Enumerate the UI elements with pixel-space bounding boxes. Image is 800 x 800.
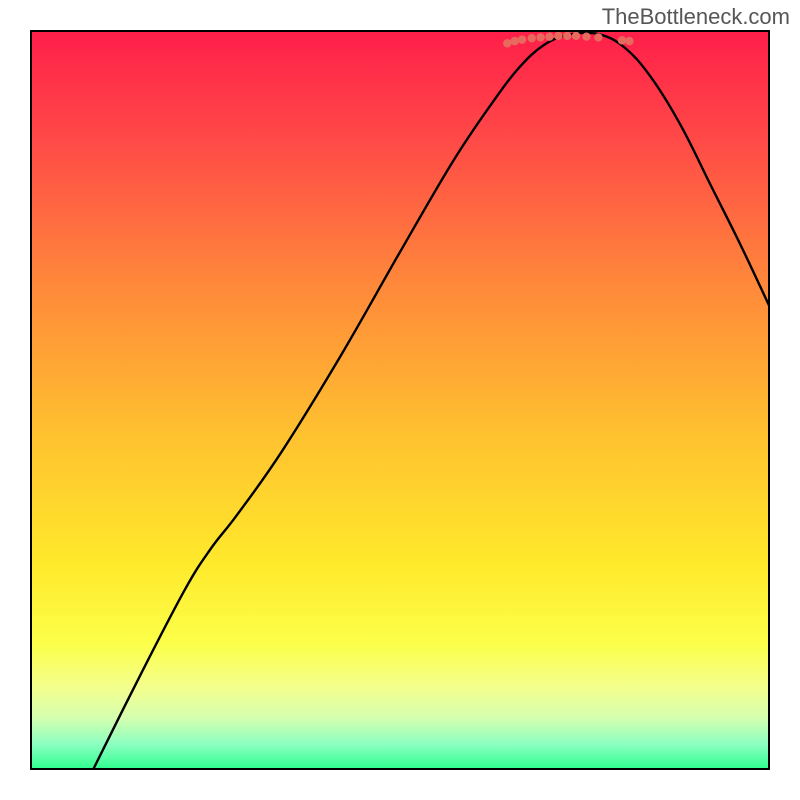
chart bbox=[30, 30, 770, 770]
scatter-point bbox=[582, 32, 590, 40]
attribution-text: TheBottleneck.com bbox=[602, 4, 790, 30]
scatter-point bbox=[618, 36, 626, 44]
scatter-point bbox=[554, 32, 562, 40]
scatter-point bbox=[536, 33, 544, 41]
scatter-point bbox=[572, 32, 580, 40]
scatter-point bbox=[545, 32, 553, 40]
scatter-point bbox=[503, 39, 511, 47]
scatter-points bbox=[30, 30, 770, 770]
scatter-point bbox=[511, 37, 519, 45]
scatter-point bbox=[625, 37, 633, 45]
scatter-point bbox=[518, 35, 526, 43]
scatter-point bbox=[594, 33, 602, 41]
scatter-point bbox=[563, 32, 571, 40]
scatter-point bbox=[528, 34, 536, 42]
